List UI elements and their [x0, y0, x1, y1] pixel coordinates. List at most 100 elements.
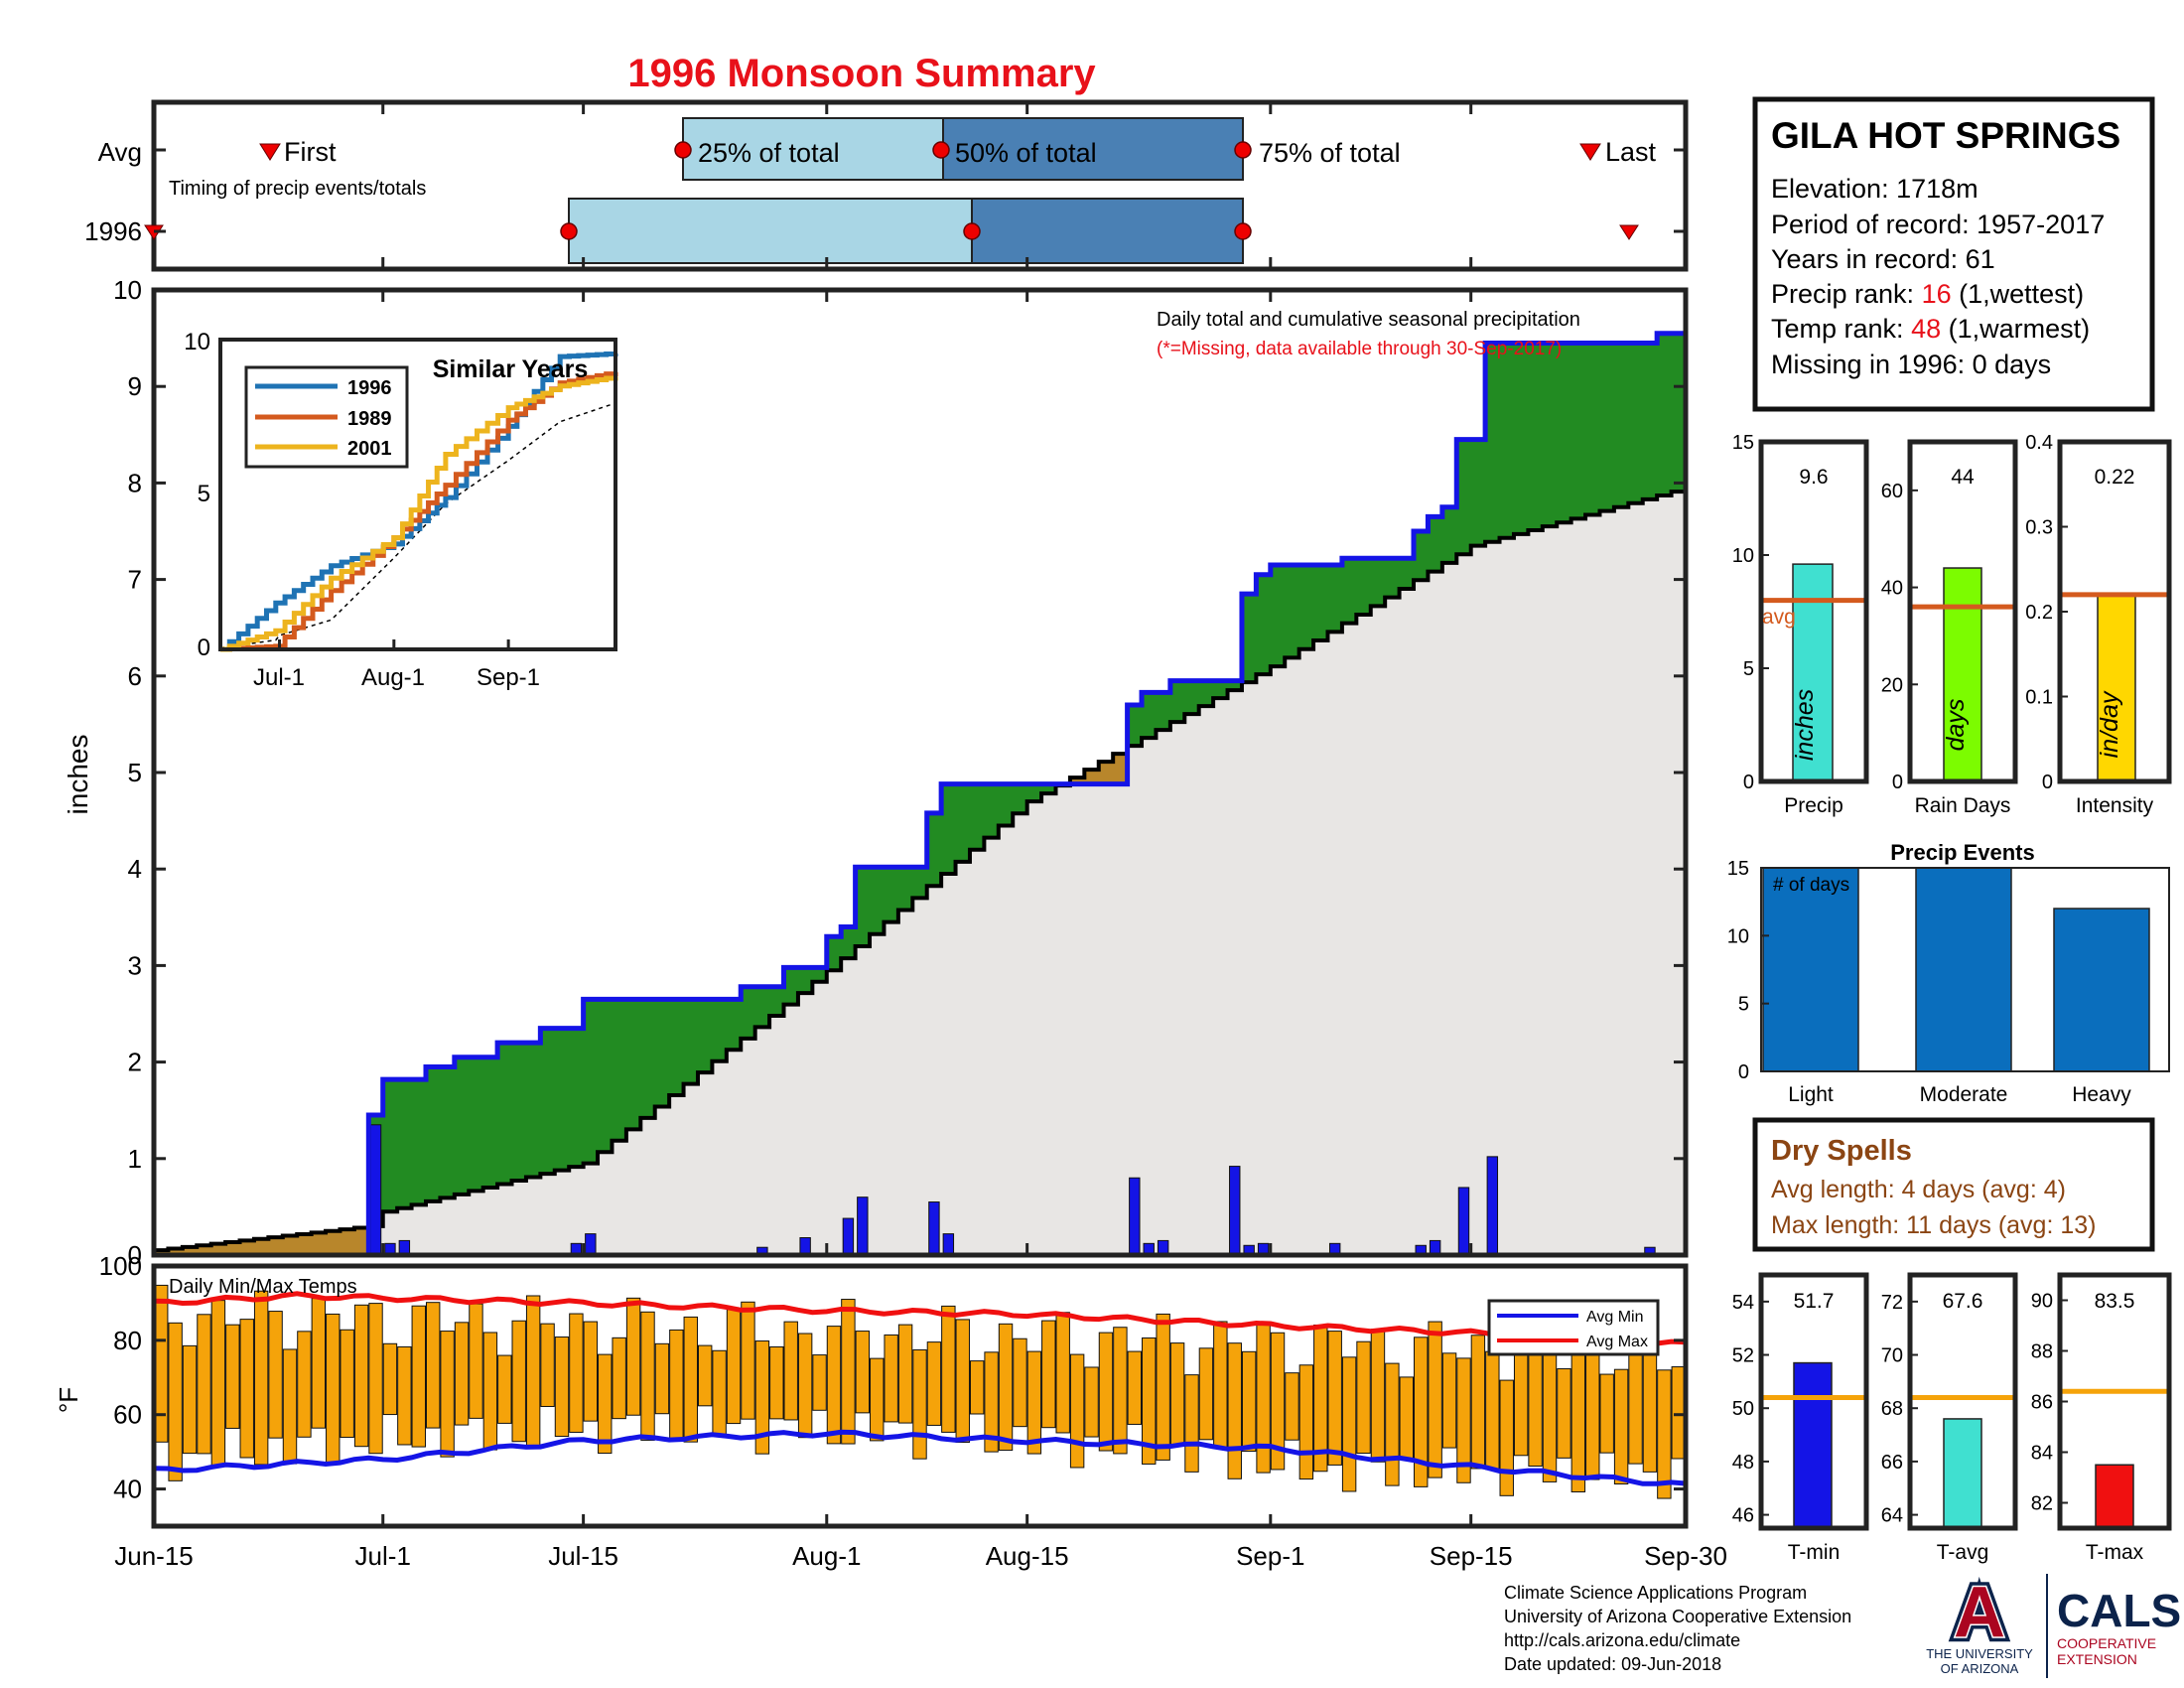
intensity-ticks-label-0.4: 0.4 [2025, 432, 2053, 454]
inset-xtick-sep: Sep-1 [477, 664, 540, 691]
station-frame [1752, 96, 2155, 412]
temp-bar-41 [741, 1301, 755, 1420]
events-ytick-label-5: 5 [1738, 994, 1749, 1016]
temp-bar-53 [912, 1348, 927, 1460]
temp-bar-31 [598, 1353, 613, 1455]
average-cumulative-area [154, 488, 1686, 1255]
temp-bar-3 [197, 1314, 211, 1455]
temp-bar-57 [969, 1360, 985, 1415]
intensity-ticks-label-0.1: 0.1 [2025, 687, 2053, 709]
footer-line-4: Date updated: 09-Jun-2018 [1504, 1654, 1721, 1674]
temp-bar-6 [239, 1319, 254, 1459]
tmax-mini-y-axis: 82 84 86 88 90 [2031, 1291, 2068, 1515]
temp-bar-76 [1241, 1350, 1257, 1453]
timing-avg-q50-marker [932, 141, 950, 159]
precip-events-bar-heavy [2053, 908, 2150, 1072]
raindays-ticks-label-20: 20 [1881, 674, 1903, 696]
timing-year-q25-marker [560, 222, 578, 240]
main-ytick-label-3: 3 [128, 950, 142, 980]
precip-ticks-label-0: 0 [1743, 772, 1754, 793]
precip-value-label: 9.6 [1799, 466, 1828, 489]
temp-bar-100 [1585, 1342, 1600, 1480]
tmin-ticks-label-48: 48 [1732, 1452, 1754, 1474]
date-xtick-label-2: Jul-15 [548, 1541, 618, 1571]
daily-precip-bar-0 [369, 1124, 382, 1256]
precip-ticks-label-15: 15 [1732, 432, 1754, 454]
temp-bar-19 [425, 1302, 441, 1429]
timing-year-q75-marker [1234, 222, 1252, 240]
daily-precip-bar-21 [1486, 1156, 1499, 1256]
average-cumulative-line [154, 488, 1688, 1253]
temp-bar-20 [440, 1331, 455, 1458]
precip-avg-label: avg [1762, 606, 1796, 629]
intensity-value-label: 0.22 [2095, 466, 2135, 489]
footer-line-1: Climate Science Applications Program [1504, 1583, 1807, 1603]
tmax-ticks-label-86: 86 [2031, 1392, 2053, 1414]
main-ytick-label-6: 6 [128, 661, 142, 691]
temp-bar-106 [1671, 1366, 1687, 1460]
temp-bar-2 [182, 1344, 198, 1455]
temp-bar-13 [340, 1329, 354, 1439]
station-info-box: GILA HOT SPRINGS Elevation: 1718m Period… [1752, 96, 2155, 412]
temp-y-axis: 40 60 80 100 [99, 1251, 1686, 1504]
temp-bar-77 [1256, 1324, 1271, 1474]
temp-bar-59 [998, 1323, 1014, 1452]
temp-bar-84 [1356, 1340, 1371, 1455]
temp-bar-1 [168, 1322, 183, 1481]
tavg-ticks-label-72: 72 [1881, 1292, 1903, 1314]
main-ytick-label-0: 0 [128, 1240, 142, 1270]
station-temp-rank: Temp rank: 48 (1,warmest) [1771, 314, 2090, 344]
daily-precip-bar-8 [857, 1196, 869, 1256]
daily-precip-bar-14 [1229, 1166, 1241, 1256]
precip-events-chart: Precip Events # of days 0 5 10 15 Light Mode… [1727, 840, 2170, 1106]
temp-legend [1487, 1299, 1660, 1356]
main-ytick-label-8: 8 [128, 468, 142, 497]
tmin-ticks-label-54: 54 [1732, 1292, 1754, 1314]
similar-years-inset: Similar Years 1996 1989 2001 10 5 0 Jul-… [184, 329, 618, 691]
raindays-mini-frame [1907, 439, 2018, 784]
timing-year-q50-marker [963, 222, 981, 240]
tmax-bar [2095, 1464, 2134, 1529]
station-period: Period of record: 1957-2017 [1771, 210, 2105, 239]
temp-bar-74 [1213, 1321, 1228, 1449]
precip-events-xlabel-1: Moderate [1920, 1083, 2008, 1106]
daily-precip-bar-11 [1129, 1177, 1141, 1256]
inset-line-2001 [220, 375, 618, 652]
temp-bar-22 [469, 1303, 483, 1419]
tavg-mini-y-axis: 64 66 68 70 72 [1881, 1292, 1918, 1527]
season-totals-charts: 9.6 avg inches Precip 0 5 10 15 44 days Rai… [1732, 432, 2172, 817]
timing-year-q2-box [971, 198, 1244, 264]
temp-bar-87 [1399, 1376, 1415, 1461]
temp-bar-37 [683, 1316, 698, 1443]
temp-ytick-label-60: 60 [113, 1400, 142, 1430]
tavg-ticks-label-66: 66 [1881, 1452, 1903, 1474]
temp-ytick-label-80: 80 [113, 1326, 142, 1355]
temp-bar-12 [326, 1313, 341, 1466]
main-ytick-label-4: 4 [128, 854, 142, 884]
temp-bar-78 [1270, 1332, 1286, 1471]
precip-mini-y-axis: 0 5 10 15 [1732, 432, 1769, 793]
precip-events-bar-light [1762, 867, 1859, 1072]
temp-bar-61 [1026, 1350, 1042, 1455]
station-precip-rank: Precip rank: 16 (1,wettest) [1771, 279, 2084, 309]
dry-spells-avg: Avg length: 4 days (avg: 4) [1771, 1176, 2066, 1203]
temp-bar-23 [482, 1332, 498, 1451]
temp-bar-24 [497, 1354, 512, 1424]
temp-bar-101 [1599, 1373, 1614, 1454]
tmax-value-label: 83.5 [2095, 1290, 2135, 1313]
temp-bar-95 [1513, 1353, 1529, 1457]
avg-max-line [153, 1291, 1687, 1347]
main-y-label: inches [63, 735, 93, 815]
timing-q75-label: 75% of total [1259, 138, 1401, 168]
tmin-ticks-label-46: 46 [1732, 1505, 1754, 1527]
intensity-ticks-label-0.3: 0.3 [2025, 517, 2053, 539]
temp-bar-97 [1542, 1341, 1558, 1482]
temp-bar-47 [826, 1326, 842, 1445]
temp-bar-27 [540, 1323, 555, 1407]
temp-bar-15 [368, 1303, 383, 1455]
cals-logo-sub-2: EXTENSION [2057, 1651, 2137, 1667]
temp-bar-69 [1142, 1336, 1157, 1465]
temp-bar-50 [870, 1357, 885, 1442]
tmax-ticks-label-90: 90 [2031, 1291, 2053, 1313]
